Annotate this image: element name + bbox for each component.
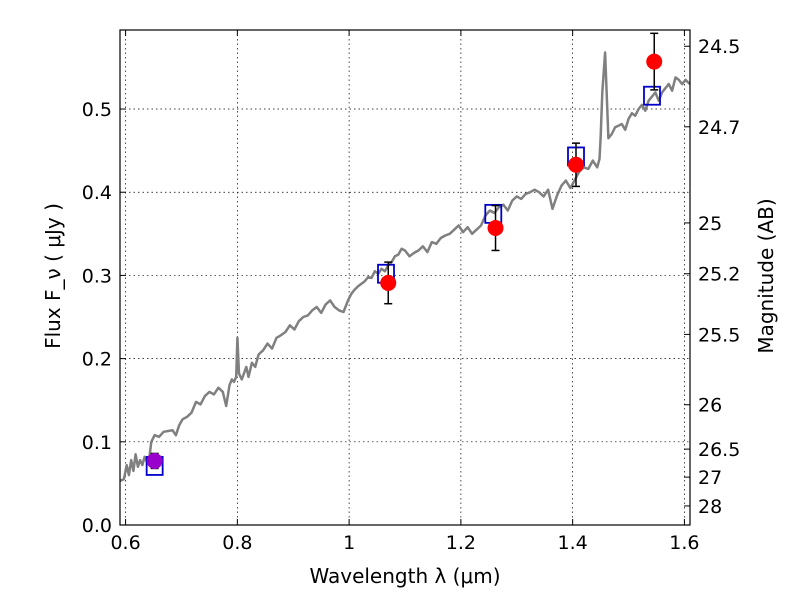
y-tick-label: 0.0 xyxy=(82,515,112,537)
x-axis-label: Wavelength λ (μm) xyxy=(309,564,500,588)
y-tick-label: 0.4 xyxy=(82,182,112,204)
plot-frame xyxy=(119,29,691,526)
right-tick-label: 24.5 xyxy=(698,36,740,58)
y-tick-label: 0.3 xyxy=(82,265,112,287)
x-tick-label: 0.6 xyxy=(110,532,140,554)
model-point xyxy=(643,85,661,106)
right-tick-label: 24.7 xyxy=(698,117,740,139)
tick-labels: 0.6 0.8 1 1.2 1.4 1.6 0.0 0.1 0.2 0.3 0.4 0.5 24.5 24… xyxy=(82,36,741,554)
photometry-point xyxy=(146,452,163,469)
photometry-point xyxy=(487,220,504,236)
y-tick-label: 0.1 xyxy=(82,432,112,454)
axis-ticks xyxy=(120,30,690,526)
x-tick-label: 1.4 xyxy=(558,532,588,554)
right-tick-label: 28 xyxy=(698,496,722,518)
y-axis-label: Flux F_ν ( μJy ) xyxy=(41,203,65,349)
errorbars-series xyxy=(150,32,659,470)
x-tick-label: 1.6 xyxy=(669,532,699,554)
right-tick-label: 25.2 xyxy=(698,264,740,286)
y-axis-right-label: Magnitude (AB) xyxy=(754,198,778,353)
x-tick-label: 1 xyxy=(343,532,355,554)
x-tick-label: 0.8 xyxy=(222,532,252,554)
right-tick-label: 27 xyxy=(698,467,722,489)
right-tick-label: 26.5 xyxy=(698,439,740,461)
grid-lines xyxy=(120,30,690,526)
right-tick-label: 25.5 xyxy=(698,324,740,346)
photometry-series xyxy=(146,53,663,469)
photometry-point xyxy=(380,274,397,291)
x-tick-label: 1.2 xyxy=(446,532,476,554)
right-tick-label: 25 xyxy=(698,213,722,235)
y-tick-label: 0.5 xyxy=(82,99,112,121)
y-tick-label: 0.2 xyxy=(82,349,112,371)
right-tick-label: 26 xyxy=(698,395,722,417)
photometry-point xyxy=(646,53,663,70)
photometry-point xyxy=(568,156,584,173)
